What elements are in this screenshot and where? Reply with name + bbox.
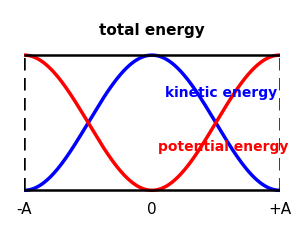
Text: 0: 0 (147, 202, 157, 217)
Text: kinetic energy: kinetic energy (165, 86, 277, 100)
Text: potential energy: potential energy (158, 140, 289, 154)
Text: +A: +A (268, 202, 291, 217)
Text: total energy: total energy (99, 22, 205, 37)
Text: -A: -A (17, 202, 32, 217)
